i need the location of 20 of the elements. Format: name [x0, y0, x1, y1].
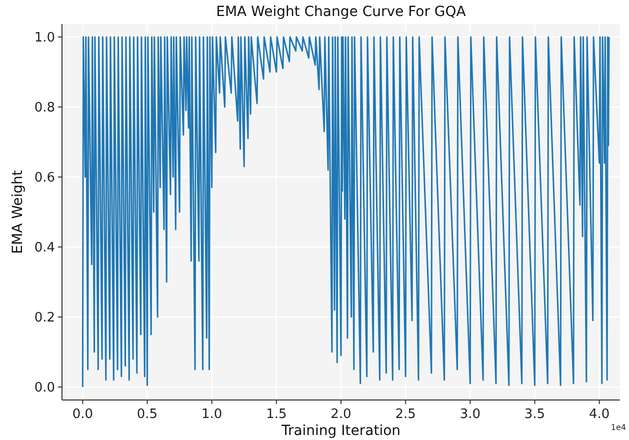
- text: 1e4: [610, 423, 626, 432]
- x-tick-label: 1.0: [201, 407, 222, 422]
- y-tick-label: 0.4: [34, 240, 55, 256]
- x-tick-label: 0.5: [136, 407, 158, 422]
- x-tick-label: 3.0: [460, 407, 481, 422]
- y-tick-label: 0.0: [34, 380, 55, 396]
- y-axis-title: EMA Weight: [10, 170, 26, 254]
- y-tick-label: 0.2: [34, 310, 55, 326]
- x-axis-title: Training Iteration: [280, 423, 401, 439]
- x-tick-label: 2.5: [395, 407, 416, 422]
- line-series: [82, 36, 610, 388]
- x-tick-label: 0.0: [72, 407, 94, 422]
- x-tick-label: 1.5: [266, 407, 287, 422]
- y-tick-label: 0.6: [34, 170, 55, 186]
- y-tick-label: 0.8: [34, 100, 55, 116]
- chart-title: EMA Weight Change Curve For GQA: [216, 4, 466, 20]
- x-tick-label: 2.0: [330, 407, 352, 422]
- x-tick-label: 3.5: [524, 407, 546, 422]
- x-tick-label: 4.0: [588, 407, 610, 422]
- y-tick-label: 1.0: [34, 30, 55, 46]
